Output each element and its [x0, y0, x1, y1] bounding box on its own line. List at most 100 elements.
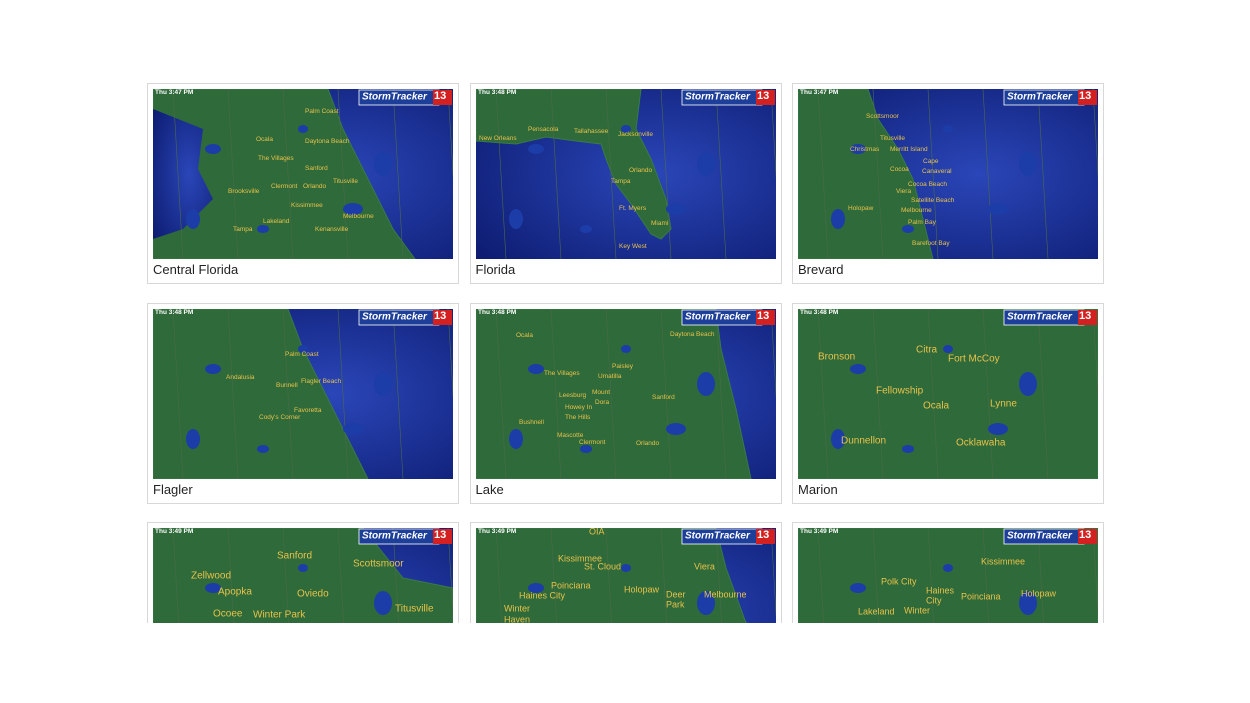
map-card[interactable]: Thu 3:48 PM StormTracker 13 New Orleans Pens…: [469, 83, 782, 284]
brand-name: StormTracker: [362, 311, 428, 322]
lake: [374, 371, 392, 396]
place-label: Satellite Beach: [911, 197, 955, 204]
county-line: [227, 308, 239, 479]
lake: [696, 371, 715, 396]
place-label: Haines: [926, 585, 955, 595]
place-label: Park: [666, 599, 685, 609]
county-line: [337, 528, 344, 623]
place-label: Flagler Beach: [301, 378, 341, 385]
county-line: [282, 308, 294, 479]
lake: [298, 125, 308, 133]
county-line: [550, 528, 557, 623]
lake: [831, 209, 845, 229]
county-line: [1092, 89, 1098, 180]
lake: [205, 363, 221, 374]
brand-number: 13: [757, 529, 769, 541]
map-card[interactable]: Thu 3:47 PM StormTracker 13 Palm Coast Ocala…: [147, 83, 459, 284]
brand-name: StormTracker: [1007, 91, 1073, 102]
place-label: Zellwood: [191, 570, 231, 581]
place-label: Apopka: [218, 586, 252, 597]
timestamp: Thu 3:48 PM: [800, 309, 838, 316]
county-line: [927, 89, 939, 259]
place-label: Mascotte: [557, 432, 584, 439]
brand-number: 13: [757, 90, 769, 102]
county-line: [715, 89, 726, 259]
place-label: Daytona Beach: [305, 138, 350, 145]
map-card[interactable]: Thu 3:48 PM StormTracker 13 Bronson Citra For…: [792, 302, 1104, 504]
brand-number: 13: [434, 529, 446, 541]
lake: [579, 444, 592, 453]
place-label: Sanford: [652, 394, 675, 401]
place-label: Winter: [504, 603, 530, 613]
county-line: [172, 89, 184, 259]
lake: [943, 564, 953, 572]
place-label: The Villages: [258, 155, 294, 162]
county-line: [1037, 528, 1044, 623]
place-label: Brooksville: [228, 188, 260, 195]
county-line: [1037, 308, 1049, 479]
county-line: [817, 528, 824, 623]
place-label: Lakeland: [263, 218, 290, 225]
lake: [257, 444, 269, 453]
county-line: [495, 89, 506, 259]
place-label: Ocala: [256, 136, 273, 143]
map-card[interactable]: Thu 3:48 PM StormTracker 13 Ocala Daytona Be…: [469, 302, 782, 504]
map-card[interactable]: Thu 3:47 PM StormTracker 13 Scottsmoor Titus…: [792, 83, 1104, 284]
county-line: [447, 308, 453, 399]
place-label: Clermont: [271, 183, 298, 190]
place-label: Palm Coast: [285, 351, 319, 358]
county-line: [605, 308, 616, 479]
county-line: [172, 308, 184, 479]
lake: [508, 209, 523, 229]
lake: [988, 422, 1008, 435]
county-line: [227, 528, 234, 623]
timestamp: Thu 3:49 PM: [155, 528, 193, 535]
place-label: Miami: [651, 220, 668, 227]
timestamp: Thu 3:47 PM: [155, 89, 193, 96]
place-label: Holopaw: [624, 584, 660, 594]
map-card[interactable]: Thu 3:48 PM StormTracker 13 Palm Coast Andal…: [147, 302, 459, 504]
brand-name: StormTracker: [1007, 311, 1073, 322]
lake: [620, 125, 631, 133]
timestamp: Thu 3:49 PM: [478, 528, 516, 535]
place-label: Deer: [666, 589, 686, 599]
place-label: Key West: [619, 243, 647, 250]
timestamp: Thu 3:47 PM: [800, 89, 838, 96]
lake: [298, 564, 308, 572]
county-line: [817, 308, 829, 479]
county-line: [982, 528, 989, 623]
lake: [374, 152, 392, 176]
place-label: Dora: [595, 399, 609, 406]
place-label: Palm Coast: [305, 108, 339, 115]
place-label: Mount: [592, 389, 610, 396]
brand-name: StormTracker: [362, 530, 428, 541]
brand-number: 13: [434, 310, 446, 322]
map-card[interactable]: Thu 3:49 PM StormTracker 13 Kissimmee Polk C…: [792, 522, 1104, 623]
county-line: [495, 308, 506, 479]
place-label: Dunnellon: [841, 435, 886, 446]
map-card[interactable]: Thu 3:49 PM StormTracker 13 Sanford Scottsmo…: [147, 522, 459, 623]
county-line: [982, 89, 994, 259]
brand-badge: [755, 309, 775, 325]
land: [798, 308, 1098, 479]
place-label: Oviedo: [297, 588, 329, 599]
brand-name: StormTracker: [362, 91, 428, 102]
lake: [527, 583, 544, 593]
county-line: [495, 528, 502, 623]
lake: [943, 344, 953, 353]
place-label: Melbourne: [901, 207, 932, 214]
place-label: Ocala: [516, 332, 533, 339]
place-label: Fort McCoy: [948, 353, 1000, 364]
place-label: Sanford: [305, 165, 328, 172]
place-label: Jacksonville: [618, 131, 653, 138]
place-label: Cocoa: [890, 166, 909, 173]
card-caption: Lake: [475, 481, 504, 497]
radar-map: Thu 3:48 PM StormTracker 13 New Orleans Pens…: [475, 89, 776, 259]
lake: [850, 583, 866, 593]
brand-badge: [433, 529, 452, 544]
county-line: [1037, 89, 1049, 259]
county-line: [660, 528, 667, 623]
place-label: Cocoa Beach: [908, 181, 947, 188]
place-label: Melbourne: [343, 213, 374, 220]
map-card[interactable]: Thu 3:49 PM StormTracker 13 OIA Kissimmee St.…: [469, 522, 782, 623]
